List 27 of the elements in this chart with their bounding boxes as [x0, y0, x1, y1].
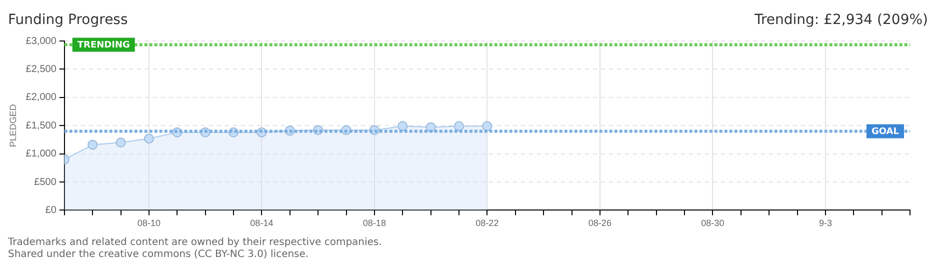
y-tick-label: £2,000	[26, 92, 57, 104]
point	[88, 140, 98, 150]
point	[116, 138, 126, 148]
y-tick-label: £1,500	[26, 120, 57, 132]
point	[398, 121, 408, 132]
y-tick-label: £3,000	[26, 36, 57, 47]
x-tick-label: 08-18	[362, 218, 386, 228]
chart-subtitle: Trending: £2,934 (209%)	[754, 12, 928, 28]
point	[482, 121, 492, 132]
x-tick-label: 08-26	[588, 218, 612, 228]
chart-title: Funding Progress	[8, 12, 128, 28]
ref-line-label: TRENDING	[77, 40, 130, 51]
x-tick-label: 08-10	[137, 218, 160, 228]
ref-line-label: GOAL	[872, 127, 900, 138]
y-tick-label: £0	[45, 204, 57, 216]
y-tick-label: £500	[34, 176, 57, 188]
x-tick-label: 9-3	[818, 218, 832, 228]
y-axis-title: PLEDGED	[8, 104, 18, 148]
x-tick-label: 08-22	[476, 218, 499, 228]
y-tick-label: £2,500	[26, 64, 57, 75]
y-tick-label: £1,000	[26, 148, 57, 160]
point	[144, 134, 154, 144]
text: Trademarks and related content are owned by their respective companies.	[8, 237, 382, 248]
x-tick-label: 08-14	[250, 218, 274, 228]
x-tick-label: 08-30	[701, 218, 724, 228]
text: Shared under the creative commons (CC BY-NC 3.0) license.	[8, 249, 309, 260]
point	[454, 121, 464, 132]
